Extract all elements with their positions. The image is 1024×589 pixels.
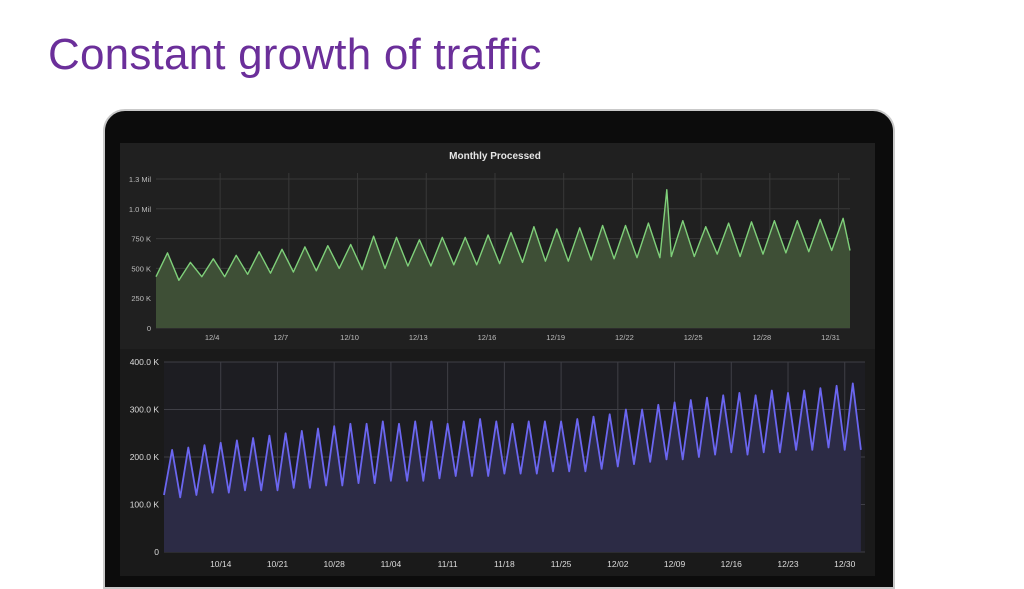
x-tick-label: 12/10 bbox=[340, 333, 359, 342]
x-tick-label: 10/21 bbox=[267, 559, 289, 569]
y-tick-label: 0 bbox=[154, 547, 159, 557]
chart1-x-axis: 12/4 12/7 12/10 12/13 12/16 12/19 12/22 12/25 12… bbox=[205, 333, 840, 342]
x-tick-label: 12/16 bbox=[478, 333, 497, 342]
y-tick-label: 1.3 Mil bbox=[129, 175, 151, 184]
slide-title: Constant growth of traffic bbox=[48, 30, 542, 79]
chart1-title: Monthly Processed bbox=[449, 151, 541, 162]
y-tick-label: 0 bbox=[147, 324, 151, 333]
y-tick-label: 300.0 K bbox=[130, 405, 160, 415]
x-tick-label: 10/14 bbox=[210, 559, 232, 569]
chart1-area bbox=[155, 189, 851, 328]
series-line bbox=[155, 189, 851, 282]
chart2-y-axis: 0 100.0 K 200.0 K 300.0 K 400.0 K bbox=[130, 357, 160, 557]
traffic-chart: 0 100.0 K 200.0 K 300.0 K 400.0 K 10/14 10/21… bbox=[120, 349, 875, 576]
x-tick-label: 12/02 bbox=[607, 559, 629, 569]
series-area-fill bbox=[156, 189, 850, 328]
x-tick-label: 11/25 bbox=[551, 559, 572, 569]
y-tick-label: 250 K bbox=[131, 294, 151, 303]
x-tick-label: 12/4 bbox=[205, 333, 220, 342]
x-tick-label: 12/09 bbox=[664, 559, 686, 569]
y-tick-label: 1.0 Mil bbox=[129, 205, 151, 214]
x-tick-label: 11/18 bbox=[494, 559, 515, 569]
y-tick-label: 400.0 K bbox=[130, 357, 160, 367]
x-tick-label: 12/22 bbox=[615, 333, 634, 342]
x-tick-label: 12/19 bbox=[546, 333, 565, 342]
x-tick-label: 11/04 bbox=[381, 559, 402, 569]
x-tick-label: 11/11 bbox=[438, 559, 458, 569]
x-tick-label: 12/30 bbox=[834, 559, 856, 569]
x-tick-label: 12/31 bbox=[821, 333, 840, 342]
chart1-y-axis: 0 250 K 500 K 750 K 1.0 Mil 1.3 Mil bbox=[129, 175, 151, 333]
y-tick-label: 500 K bbox=[131, 264, 151, 273]
x-tick-label: 12/28 bbox=[752, 333, 771, 342]
x-tick-label: 10/28 bbox=[324, 559, 346, 569]
x-tick-label: 12/25 bbox=[684, 333, 703, 342]
chart2-area bbox=[163, 382, 862, 552]
x-tick-label: 12/7 bbox=[274, 333, 289, 342]
y-tick-label: 100.0 K bbox=[130, 500, 160, 510]
y-tick-label: 200.0 K bbox=[130, 452, 160, 462]
monthly-processed-chart: Monthly Processed 0 250 K 500 K 750 K 1.0 Mi… bbox=[120, 143, 875, 349]
x-tick-label: 12/16 bbox=[721, 559, 743, 569]
chart2-x-axis: 10/14 10/21 10/28 11/04 11/11 11/18 11/25 12/02… bbox=[210, 559, 856, 569]
dashboard-screen: Monthly Processed 0 250 K 500 K 750 K 1.0 Mi… bbox=[120, 143, 875, 576]
series-line bbox=[163, 382, 862, 499]
x-tick-label: 12/13 bbox=[409, 333, 428, 342]
x-tick-label: 12/23 bbox=[777, 559, 799, 569]
series-area-fill bbox=[164, 383, 861, 552]
y-tick-label: 750 K bbox=[131, 235, 151, 244]
